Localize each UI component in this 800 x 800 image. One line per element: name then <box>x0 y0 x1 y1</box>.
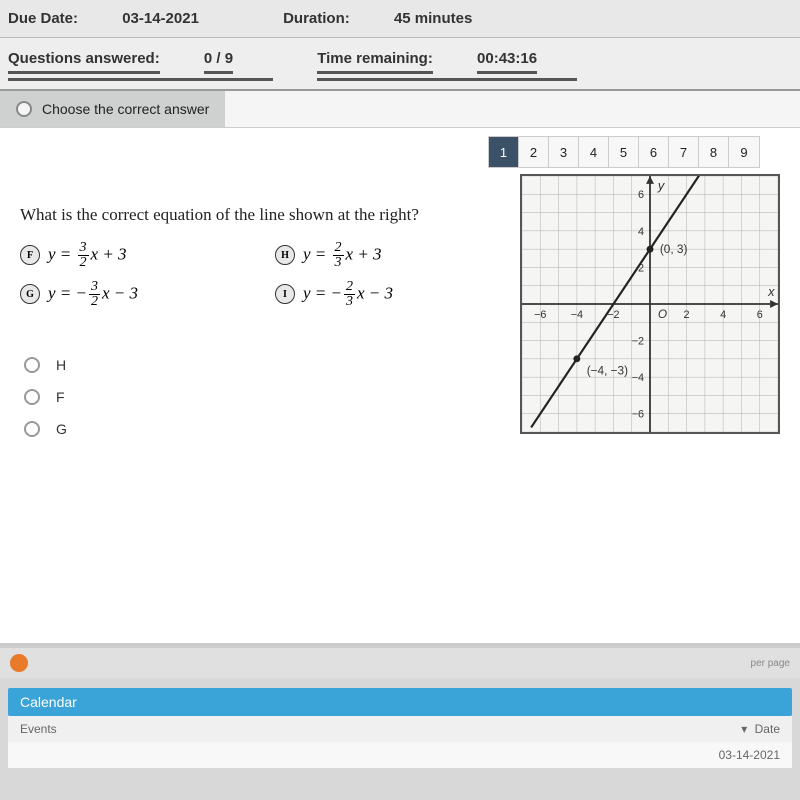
qnav-item-8[interactable]: 8 <box>699 137 729 167</box>
duration-label: Duration: <box>283 10 350 27</box>
answered-value: 0 / 9 <box>204 50 233 74</box>
svg-text:O: O <box>658 307 667 321</box>
answer-label-G: G <box>56 421 67 437</box>
choice-letter-H: H <box>275 245 295 265</box>
svg-text:−4: −4 <box>571 309 583 321</box>
qnav-item-1[interactable]: 1 <box>489 137 519 167</box>
calendar-events-row: Events ▾ Date <box>8 716 792 742</box>
choice-G: Gy = −32x − 3 <box>20 280 235 309</box>
footer-text: per page <box>751 658 790 669</box>
answer-label-F: F <box>56 389 65 405</box>
svg-text:−4: −4 <box>632 372 644 384</box>
tab-radio-icon <box>16 101 32 117</box>
svg-text:x: x <box>767 284 775 299</box>
choice-I: Iy = −23x − 3 <box>275 280 490 309</box>
choice-letter-F: F <box>20 245 40 265</box>
graph-figure: −6−6−4−4−2−2224466Oxy(0, 3)(−4, −3) <box>520 174 780 434</box>
calendar-date-row: 03-14-2021 <box>8 742 792 768</box>
radio-icon <box>24 357 40 373</box>
choice-eq-G: y = −32x − 3 <box>48 280 138 309</box>
svg-text:4: 4 <box>720 309 726 321</box>
svg-text:6: 6 <box>757 309 763 321</box>
tab-choose-answer[interactable]: Choose the correct answer <box>0 91 225 127</box>
due-date-label: Due Date: <box>8 10 78 27</box>
svg-text:(0, 3): (0, 3) <box>660 242 688 256</box>
qnav-item-9[interactable]: 9 <box>729 137 759 167</box>
answer-label-H: H <box>56 357 66 373</box>
choice-eq-F: y = 32x + 3 <box>48 241 127 270</box>
answer-option-G[interactable]: G <box>20 413 490 445</box>
answer-options: HFG <box>20 349 490 445</box>
answer-option-H[interactable]: H <box>20 349 490 381</box>
svg-text:−6: −6 <box>632 409 644 421</box>
due-date-value: 03-14-2021 <box>122 10 199 27</box>
calendar-header[interactable]: Calendar <box>8 688 792 716</box>
qnav-item-3[interactable]: 3 <box>549 137 579 167</box>
qnav-item-5[interactable]: 5 <box>609 137 639 167</box>
footer-strip: per page <box>0 648 800 678</box>
choice-eq-H: y = 23x + 3 <box>303 241 382 270</box>
tab-bar: Choose the correct answer <box>0 91 800 128</box>
calendar-date-value: 03-14-2021 <box>719 748 780 762</box>
svg-text:2: 2 <box>684 309 690 321</box>
choices-grid: Fy = 32x + 3 Hy = 23x + 3 Gy = −32x − 3 Iy … <box>20 241 490 309</box>
question-prompt: What is the correct equation of the line… <box>20 204 490 227</box>
radio-icon <box>24 389 40 405</box>
radio-icon <box>24 421 40 437</box>
svg-text:6: 6 <box>638 189 644 201</box>
time-remaining-label: Time remaining: <box>317 50 433 74</box>
tab-label: Choose the correct answer <box>42 101 209 117</box>
qnav-item-2[interactable]: 2 <box>519 137 549 167</box>
answer-option-F[interactable]: F <box>20 381 490 413</box>
choice-letter-G: G <box>20 284 40 304</box>
svg-text:y: y <box>657 178 666 193</box>
choice-F: Fy = 32x + 3 <box>20 241 235 270</box>
svg-text:−2: −2 <box>632 336 644 348</box>
choice-eq-I: y = −23x − 3 <box>303 280 393 309</box>
content-panel: 123456789 What is the correct equation o… <box>0 128 800 648</box>
question-nav: 123456789 <box>488 136 760 168</box>
status-dot-icon <box>10 654 28 672</box>
svg-text:4: 4 <box>638 226 644 238</box>
events-label: Events <box>20 722 57 736</box>
svg-text:−6: −6 <box>534 309 546 321</box>
qnav-item-6[interactable]: 6 <box>639 137 669 167</box>
choice-H: Hy = 23x + 3 <box>275 241 490 270</box>
date-column-label: Date <box>755 722 780 736</box>
status-bar: Questions answered: 0 / 9 Time remaining… <box>0 38 800 91</box>
filter-icon[interactable]: ▾ <box>741 722 747 736</box>
answered-label: Questions answered: <box>8 50 160 74</box>
duration-value: 45 minutes <box>394 10 472 27</box>
choice-letter-I: I <box>275 284 295 304</box>
qnav-item-4[interactable]: 4 <box>579 137 609 167</box>
svg-text:(−4, −3): (−4, −3) <box>587 364 628 378</box>
assignment-header: Due Date: 03-14-2021 Duration: 45 minute… <box>0 0 800 38</box>
time-remaining-value: 00:43:16 <box>477 50 537 74</box>
qnav-item-7[interactable]: 7 <box>669 137 699 167</box>
